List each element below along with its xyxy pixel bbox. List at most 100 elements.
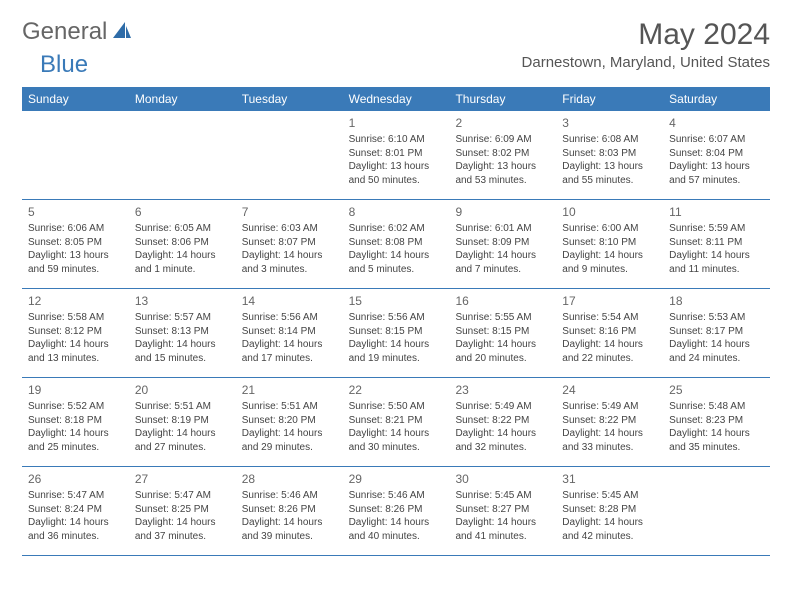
sunrise-line: Sunrise: 5:49 AM — [562, 400, 657, 414]
week-row: 5Sunrise: 6:06 AMSunset: 8:05 PMDaylight… — [22, 200, 770, 289]
day-number: 26 — [28, 471, 123, 487]
sunrise-line: Sunrise: 5:48 AM — [669, 400, 764, 414]
sunrise-line: Sunrise: 5:45 AM — [455, 489, 550, 503]
sunrise-line: Sunrise: 6:10 AM — [349, 133, 444, 147]
day-cell: 22Sunrise: 5:50 AMSunset: 8:21 PMDayligh… — [343, 378, 450, 466]
day-header-wednesday: Wednesday — [343, 87, 450, 111]
day-cell: 29Sunrise: 5:46 AMSunset: 8:26 PMDayligh… — [343, 467, 450, 555]
calendar: SundayMondayTuesdayWednesdayThursdayFrid… — [22, 87, 770, 556]
sunrise-line: Sunrise: 6:00 AM — [562, 222, 657, 236]
sunset-line: Sunset: 8:28 PM — [562, 503, 657, 517]
sunset-line: Sunset: 8:12 PM — [28, 325, 123, 339]
day-cell: 28Sunrise: 5:46 AMSunset: 8:26 PMDayligh… — [236, 467, 343, 555]
day-number: 29 — [349, 471, 444, 487]
sunset-line: Sunset: 8:22 PM — [562, 414, 657, 428]
week-row: 12Sunrise: 5:58 AMSunset: 8:12 PMDayligh… — [22, 289, 770, 378]
day-number: 10 — [562, 204, 657, 220]
sunrise-line: Sunrise: 5:55 AM — [455, 311, 550, 325]
sunset-line: Sunset: 8:27 PM — [455, 503, 550, 517]
day-cell: 14Sunrise: 5:56 AMSunset: 8:14 PMDayligh… — [236, 289, 343, 377]
sunset-line: Sunset: 8:02 PM — [455, 147, 550, 161]
sunrise-line: Sunrise: 6:06 AM — [28, 222, 123, 236]
daylight-line: Daylight: 14 hours and 17 minutes. — [242, 338, 337, 365]
day-cell: 30 Sunrise: 5:45 AMSunset: 8:27 PMDayligh… — [449, 467, 556, 555]
day-number: 16 — [455, 293, 550, 309]
sunrise-line: Sunrise: 6:01 AM — [455, 222, 550, 236]
day-cell: 24Sunrise: 5:49 AMSunset: 8:22 PMDayligh… — [556, 378, 663, 466]
week-row: 1Sunrise: 6:10 AMSunset: 8:01 PMDaylight… — [22, 111, 770, 200]
day-number: 18 — [669, 293, 764, 309]
day-number: 21 — [242, 382, 337, 398]
day-header-friday: Friday — [556, 87, 663, 111]
day-number: 14 — [242, 293, 337, 309]
day-cell: 17Sunrise: 5:54 AMSunset: 8:16 PMDayligh… — [556, 289, 663, 377]
daylight-line: Daylight: 14 hours and 41 minutes. — [455, 516, 550, 543]
sunset-line: Sunset: 8:14 PM — [242, 325, 337, 339]
sunset-line: Sunset: 8:07 PM — [242, 236, 337, 250]
day-header-saturday: Saturday — [663, 87, 770, 111]
day-header-monday: Monday — [129, 87, 236, 111]
day-number: 20 — [135, 382, 230, 398]
sunrise-line: Sunrise: 6:08 AM — [562, 133, 657, 147]
sunset-line: Sunset: 8:03 PM — [562, 147, 657, 161]
day-number: 30 — [455, 471, 550, 487]
daylight-line: Daylight: 14 hours and 39 minutes. — [242, 516, 337, 543]
title-block: May 2024 Darnestown, Maryland, United St… — [522, 18, 770, 71]
week-row: 19Sunrise: 5:52 AMSunset: 8:18 PMDayligh… — [22, 378, 770, 467]
sunset-line: Sunset: 8:08 PM — [349, 236, 444, 250]
sunset-line: Sunset: 8:05 PM — [28, 236, 123, 250]
day-cell-empty — [129, 111, 236, 199]
daylight-line: Daylight: 14 hours and 15 minutes. — [135, 338, 230, 365]
day-number: 24 — [562, 382, 657, 398]
day-cell: 18Sunrise: 5:53 AMSunset: 8:17 PMDayligh… — [663, 289, 770, 377]
day-number: 3 — [562, 115, 657, 131]
sunrise-line: Sunrise: 6:07 AM — [669, 133, 764, 147]
daylight-line: Daylight: 14 hours and 40 minutes. — [349, 516, 444, 543]
daylight-line: Daylight: 14 hours and 11 minutes. — [669, 249, 764, 276]
day-cell: 9Sunrise: 6:01 AMSunset: 8:09 PMDaylight… — [449, 200, 556, 288]
sunset-line: Sunset: 8:01 PM — [349, 147, 444, 161]
day-number: 31 — [562, 471, 657, 487]
sunset-line: Sunset: 8:06 PM — [135, 236, 230, 250]
sunset-line: Sunset: 8:20 PM — [242, 414, 337, 428]
daylight-line: Daylight: 14 hours and 22 minutes. — [562, 338, 657, 365]
daylight-line: Daylight: 13 hours and 59 minutes. — [28, 249, 123, 276]
day-number: 1 — [349, 115, 444, 131]
day-number: 28 — [242, 471, 337, 487]
daylight-line: Daylight: 14 hours and 13 minutes. — [28, 338, 123, 365]
sunset-line: Sunset: 8:10 PM — [562, 236, 657, 250]
daylight-line: Daylight: 14 hours and 19 minutes. — [349, 338, 444, 365]
daylight-line: Daylight: 14 hours and 9 minutes. — [562, 249, 657, 276]
sunrise-line: Sunrise: 6:03 AM — [242, 222, 337, 236]
day-cell: 4Sunrise: 6:07 AMSunset: 8:04 PMDaylight… — [663, 111, 770, 199]
sunrise-line: Sunrise: 5:53 AM — [669, 311, 764, 325]
sunset-line: Sunset: 8:13 PM — [135, 325, 230, 339]
sunrise-line: Sunrise: 5:47 AM — [135, 489, 230, 503]
day-number: 25 — [669, 382, 764, 398]
day-header-tuesday: Tuesday — [236, 87, 343, 111]
sunrise-line: Sunrise: 5:50 AM — [349, 400, 444, 414]
day-number: 2 — [455, 115, 550, 131]
day-number: 8 — [349, 204, 444, 220]
sunset-line: Sunset: 8:09 PM — [455, 236, 550, 250]
day-cell: 27Sunrise: 5:47 AMSunset: 8:25 PMDayligh… — [129, 467, 236, 555]
day-number: 4 — [669, 115, 764, 131]
daylight-line: Daylight: 14 hours and 20 minutes. — [455, 338, 550, 365]
day-number: 22 — [349, 382, 444, 398]
daylight-line: Daylight: 14 hours and 32 minutes. — [455, 427, 550, 454]
day-cell: 23Sunrise: 5:49 AMSunset: 8:22 PMDayligh… — [449, 378, 556, 466]
sunrise-line: Sunrise: 6:02 AM — [349, 222, 444, 236]
sunrise-line: Sunrise: 5:58 AM — [28, 311, 123, 325]
daylight-line: Daylight: 14 hours and 27 minutes. — [135, 427, 230, 454]
month-title: May 2024 — [522, 18, 770, 52]
daylight-line: Daylight: 14 hours and 35 minutes. — [669, 427, 764, 454]
sunrise-line: Sunrise: 6:05 AM — [135, 222, 230, 236]
location: Darnestown, Maryland, United States — [522, 54, 770, 71]
sunset-line: Sunset: 8:16 PM — [562, 325, 657, 339]
day-number: 9 — [455, 204, 550, 220]
sunset-line: Sunset: 8:22 PM — [455, 414, 550, 428]
day-number: 6 — [135, 204, 230, 220]
sunrise-line: Sunrise: 5:49 AM — [455, 400, 550, 414]
daylight-line: Daylight: 14 hours and 30 minutes. — [349, 427, 444, 454]
day-cell-empty — [663, 467, 770, 555]
